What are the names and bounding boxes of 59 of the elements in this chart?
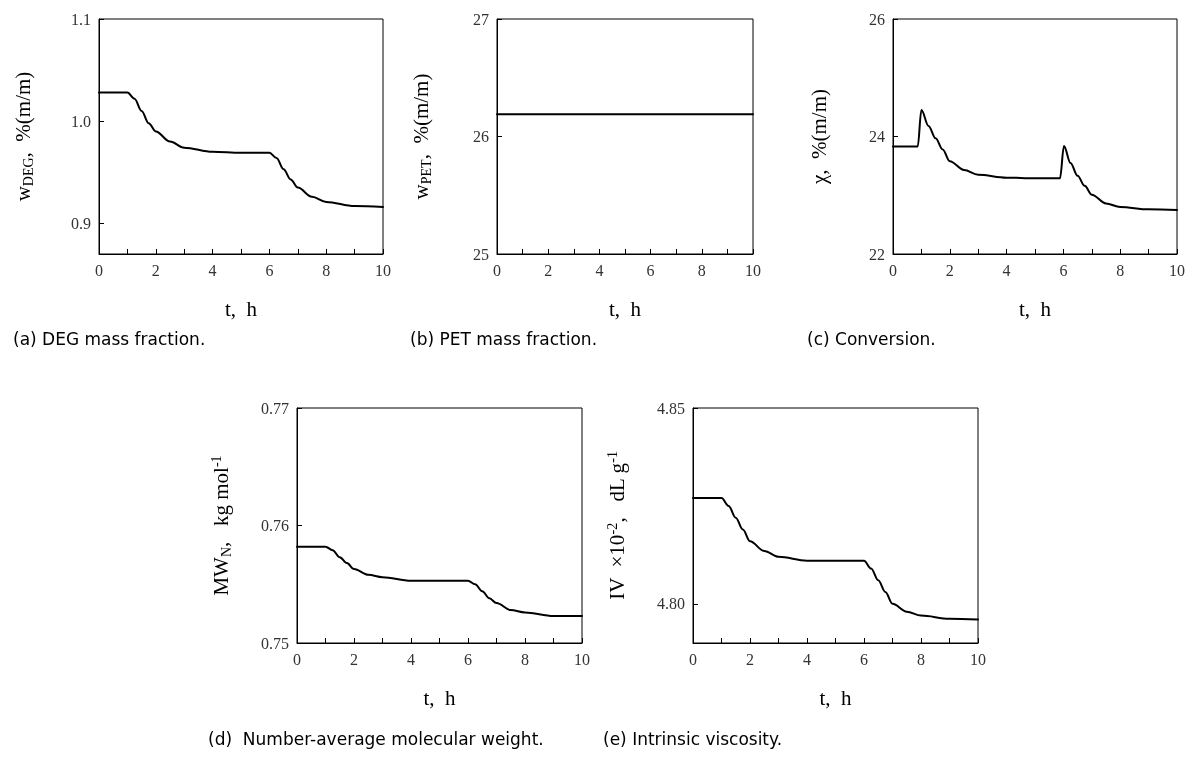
y-tick-label: 0.75: [261, 634, 289, 652]
x-tick-label: 10: [375, 261, 391, 279]
x-tick-label: 0: [889, 261, 897, 279]
x-tick-label: 4: [407, 650, 415, 668]
y-tick-label: 0.76: [261, 517, 289, 534]
y-tick-label: 27: [473, 10, 489, 28]
x-axis-title: t, h: [224, 296, 258, 321]
x-tick-label: 10: [1169, 261, 1185, 279]
text: (a) DEG mass fraction.: [13, 329, 206, 349]
text: (d) Number-average molecular weight.: [208, 729, 544, 749]
y-tick-label: 0.9: [71, 214, 91, 232]
x-tick-label: 0: [95, 261, 103, 279]
x-axis-title: t, h: [608, 296, 642, 321]
y-tick-label: 4.80: [657, 595, 685, 613]
x-axis-title: t, h: [819, 685, 853, 710]
y-axis-title: χ, %(m/m): [806, 88, 831, 186]
x-tick-label: 6: [464, 650, 472, 668]
x-tick-label: 10: [970, 650, 986, 668]
x-tick-label: 4: [208, 261, 217, 279]
text: (e) Intrinsic viscosity.: [603, 729, 783, 749]
y-tick-label: 26: [473, 128, 489, 145]
x-tick-label: 6: [1059, 261, 1068, 279]
y-tick-label: 26: [869, 10, 885, 28]
x-tick-label: 8: [917, 650, 925, 668]
x-tick-label: 2: [945, 261, 954, 279]
text: (b) PET mass fraction.: [410, 329, 598, 349]
y-tick-label: 22: [869, 245, 885, 263]
x-tick-label: 0: [293, 650, 301, 668]
x-tick-label: 8: [521, 650, 529, 668]
x-tick-label: 8: [697, 261, 706, 279]
x-axis-title: t, h: [1018, 296, 1052, 321]
y-axis-title: wPET, %(m/m): [409, 73, 434, 200]
y-tick-label: 25: [473, 245, 489, 263]
x-tick-label: 6: [860, 650, 868, 668]
y-tick-label: 4.85: [657, 399, 685, 417]
y-tick-label: 1.1: [71, 10, 91, 28]
x-tick-label: 10: [745, 261, 761, 279]
y-tick-label: 1.0: [71, 112, 91, 130]
text: (c) Conversion.: [807, 329, 936, 349]
x-tick-label: 2: [746, 650, 754, 668]
x-tick-label: 2: [544, 261, 553, 279]
y-axis-title: wDEG, %(m/m): [11, 71, 36, 202]
x-tick-label: 4: [595, 261, 604, 279]
x-axis-title: t, h: [423, 685, 457, 710]
x-tick-label: 4: [1002, 261, 1011, 279]
y-tick-label: 24: [869, 128, 885, 145]
x-tick-label: 8: [1116, 261, 1125, 279]
x-tick-label: 0: [493, 261, 501, 279]
x-tick-label: 6: [646, 261, 655, 279]
x-tick-label: 0: [689, 650, 697, 668]
x-tick-label: 2: [350, 650, 358, 668]
x-tick-label: 4: [803, 650, 811, 668]
x-tick-label: 8: [322, 261, 331, 279]
x-tick-label: 6: [265, 261, 274, 279]
y-tick-label: 0.77: [261, 399, 289, 417]
y-axis-title: MWN, kg mol-1: [208, 455, 234, 596]
x-tick-label: 2: [151, 261, 160, 279]
x-tick-label: 10: [574, 650, 590, 668]
y-axis-title: IV ×10-2, dL g-1: [604, 451, 629, 600]
